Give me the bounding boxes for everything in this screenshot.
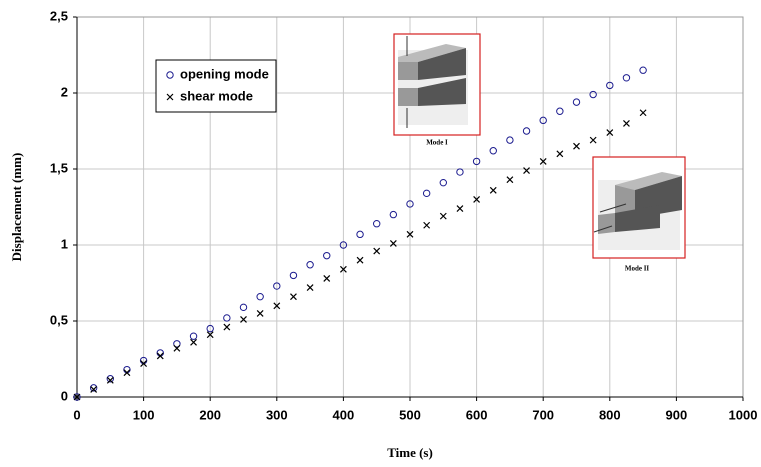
data-point: [356, 230, 364, 239]
legend-marker: [166, 71, 174, 79]
data-point: [190, 338, 197, 346]
data-point: [173, 344, 181, 352]
data-point: [290, 293, 297, 301]
annotation: Mode II: [625, 265, 650, 273]
data-point: [622, 74, 631, 82]
data-point: [423, 221, 431, 229]
data-point: [206, 324, 214, 333]
y-tick-label: 1,5: [50, 160, 68, 175]
data-point: [323, 275, 331, 282]
data-point: [223, 314, 231, 322]
annotation: Mode I: [426, 139, 448, 147]
data-point: [123, 369, 131, 377]
data-point: [323, 251, 331, 260]
data-point: [539, 157, 547, 165]
data-point: [140, 360, 148, 367]
data-point: [256, 292, 264, 301]
legend: opening mode shear mode: [155, 59, 277, 113]
data-point: [106, 375, 115, 383]
y-tick-label: 2,5: [50, 8, 68, 23]
data-point: [456, 168, 464, 176]
data-point: [206, 331, 214, 339]
mode-i-inset: Mode I: [393, 33, 481, 147]
data-point: [639, 109, 647, 117]
data-point: [623, 119, 630, 127]
data-point: [389, 210, 398, 219]
data-point: [239, 303, 248, 312]
data-point: [439, 212, 447, 220]
y-tick-label: 0,5: [50, 312, 68, 327]
legend-label: opening mode: [180, 66, 269, 81]
data-point: [256, 309, 264, 317]
x-tick-label: 800: [599, 407, 621, 422]
data-point: [439, 178, 447, 187]
data-point: [156, 352, 164, 360]
data-point: [373, 220, 381, 228]
data-point: [73, 393, 81, 401]
x-tick-label: 700: [532, 407, 554, 422]
x-tick-label: 200: [199, 407, 221, 422]
data-point: [472, 157, 481, 166]
data-point: [106, 376, 114, 384]
y-axis-title: Displacement (mm): [9, 153, 24, 262]
data-point: [289, 271, 298, 280]
data-point: [639, 66, 647, 74]
data-point: [89, 384, 98, 392]
x-tick-label: 1000: [729, 407, 758, 422]
data-point: [90, 385, 98, 393]
x-tick-label: 300: [266, 407, 288, 422]
data-point: [306, 284, 314, 291]
x-tick-label: 0: [73, 407, 80, 422]
data-point: [189, 332, 198, 340]
data-point: [556, 107, 564, 115]
data-point: [606, 81, 614, 90]
data-point: [406, 200, 414, 208]
mode-ii-inset: Mode II: [592, 156, 686, 273]
legend-label: shear mode: [180, 88, 253, 103]
data-point: [356, 256, 364, 264]
data-point: [523, 167, 530, 174]
data-point: [173, 340, 181, 348]
x-tick-label: 100: [133, 407, 155, 422]
data-point: [556, 150, 564, 158]
data-point: [489, 147, 497, 155]
data-point: [73, 393, 81, 401]
legend-marker: [166, 93, 174, 101]
data-point: [489, 186, 497, 194]
data-point: [573, 142, 580, 150]
x-tick-label: 900: [666, 407, 688, 422]
data-point: [589, 136, 597, 144]
data-point: [539, 116, 547, 125]
y-tick-label: 2: [61, 84, 68, 99]
data-point: [422, 189, 431, 198]
x-tick-label: 500: [399, 407, 421, 422]
data-point: [223, 323, 231, 331]
data-point: [306, 261, 314, 269]
data-point: [273, 282, 281, 290]
y-tick-label: 1: [61, 236, 68, 251]
data-point: [240, 316, 247, 323]
data-point: [522, 127, 531, 135]
data-point: [473, 195, 481, 203]
x-axis-title: Time (s): [387, 445, 433, 460]
data-point: [389, 240, 397, 247]
data-point: [589, 90, 597, 99]
x-tick-label: 600: [466, 407, 488, 422]
data-point: [606, 129, 614, 136]
data-point: [572, 98, 581, 106]
data-point: [506, 136, 514, 144]
data-point: [339, 265, 347, 273]
data-point: [406, 230, 414, 238]
data-point: [456, 205, 464, 212]
data-point: [506, 176, 514, 184]
y-tick-label: 0: [61, 388, 68, 403]
data-point: [339, 241, 348, 249]
data-point: [273, 302, 281, 310]
data-point: [373, 247, 381, 255]
x-tick-label: 400: [333, 407, 355, 422]
